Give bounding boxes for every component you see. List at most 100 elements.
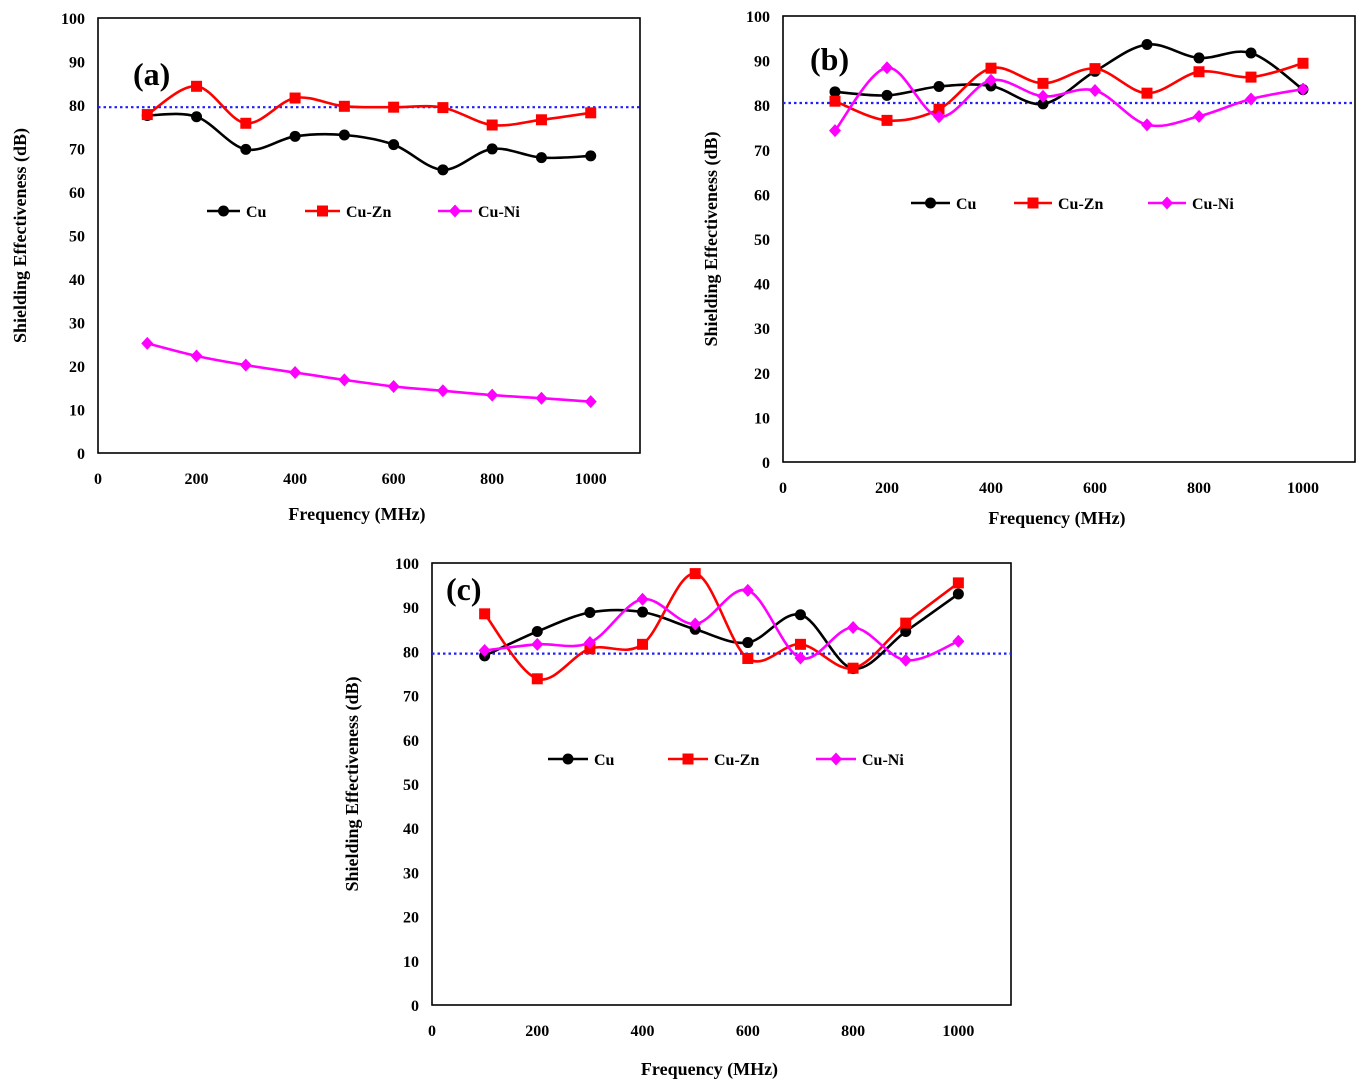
data-point-cu-zn — [794, 638, 806, 650]
x-tick-label: 600 — [736, 1023, 760, 1040]
x-axis-title: Frequency (MHz) — [288, 504, 425, 525]
legend-marker-cu — [218, 205, 229, 217]
x-tick-label: 1000 — [575, 471, 607, 488]
data-point-cu-ni — [847, 621, 860, 635]
data-point-cu-ni — [584, 395, 597, 409]
x-tick-label: 400 — [979, 480, 1003, 497]
y-tick-label: 50 — [69, 229, 85, 246]
y-tick-label: 20 — [69, 359, 85, 376]
data-point-cu — [584, 607, 596, 619]
x-axis-title: Frequency (MHz) — [988, 508, 1125, 529]
data-point-cu-zn — [437, 102, 449, 114]
data-point-cu-zn — [479, 608, 491, 620]
legend-label-cu-zn: Cu-Zn — [346, 204, 391, 221]
data-point-cu — [952, 588, 964, 600]
data-point-cu-ni — [1141, 118, 1153, 132]
legend-marker-cu — [925, 197, 936, 209]
data-point-cu — [794, 609, 806, 621]
data-point-cu-ni — [1193, 109, 1205, 123]
y-tick-label: 30 — [69, 316, 85, 333]
data-point-cu-zn — [1141, 87, 1153, 99]
data-point-cu — [742, 637, 754, 649]
data-point-cu — [933, 80, 945, 92]
legend-marker-cu-ni — [449, 204, 461, 218]
x-tick-label: 0 — [428, 1023, 436, 1040]
data-point-cu-ni — [486, 388, 499, 402]
panel-label: (c) — [446, 571, 482, 607]
y-tick-label: 40 — [403, 821, 419, 838]
data-point-cu — [240, 143, 252, 155]
y-tick-label: 80 — [403, 644, 419, 661]
plot-frame — [782, 15, 1356, 463]
legend-label-cu-ni: Cu-Ni — [862, 752, 904, 769]
data-point-cu-zn — [1193, 66, 1205, 78]
data-point-cu-ni — [829, 124, 841, 138]
data-point-cu-zn — [933, 103, 945, 115]
data-point-cu — [531, 626, 543, 638]
legend-marker-cu-zn — [682, 753, 694, 765]
data-point-cu — [585, 150, 597, 162]
data-point-cu — [1037, 98, 1049, 110]
y-tick-label: 90 — [403, 600, 419, 617]
panel-label: (b) — [810, 41, 849, 77]
series-line-cu — [147, 112, 591, 172]
data-point-cu — [1141, 39, 1153, 51]
x-tick-label: 600 — [382, 471, 406, 488]
data-point-cu-ni — [794, 651, 807, 665]
y-tick-label: 50 — [754, 232, 770, 249]
data-point-cu-zn — [531, 673, 543, 685]
y-tick-label: 100 — [746, 9, 770, 26]
data-point-cu-ni — [689, 617, 702, 631]
data-point-cu-zn — [952, 577, 964, 589]
legend-label-cu: Cu — [594, 752, 615, 769]
x-tick-label: 200 — [185, 471, 209, 488]
y-tick-label: 70 — [403, 689, 419, 706]
y-tick-label: 70 — [754, 143, 770, 160]
x-tick-label: 0 — [779, 480, 787, 497]
x-tick-label: 800 — [841, 1023, 865, 1040]
data-point-cu-zn — [486, 119, 498, 131]
x-tick-label: 600 — [1083, 480, 1107, 497]
series-line-cu-zn — [834, 62, 1304, 122]
data-point-cu-zn — [985, 62, 997, 74]
data-point-cu — [191, 111, 203, 123]
data-point-cu-ni — [881, 61, 893, 75]
series-line-cu-zn — [483, 572, 960, 681]
data-point-cu-ni — [387, 379, 400, 393]
data-point-cu-ni — [190, 349, 203, 363]
data-point-cu-zn — [1089, 63, 1101, 75]
legend-label-cu-zn: Cu-Zn — [1058, 196, 1103, 213]
legend-label-cu: Cu — [246, 204, 267, 221]
legend-marker-cu-ni — [830, 752, 842, 766]
y-axis-title: Shielding Effectiveness (dB) — [342, 676, 363, 891]
data-point-cu-ni — [741, 583, 754, 597]
data-point-cu-zn — [141, 109, 153, 121]
data-point-cu-zn — [637, 638, 649, 650]
data-point-cu-zn — [388, 101, 400, 113]
data-point-cu — [289, 130, 301, 142]
data-point-cu-zn — [289, 92, 301, 104]
x-tick-label: 200 — [525, 1023, 549, 1040]
y-tick-label: 10 — [403, 954, 419, 971]
data-point-cu — [900, 626, 912, 638]
y-tick-label: 90 — [754, 54, 770, 71]
data-point-cu-ni — [531, 637, 544, 651]
y-tick-label: 80 — [69, 98, 85, 115]
y-tick-label: 20 — [754, 366, 770, 383]
x-tick-label: 1000 — [1287, 480, 1319, 497]
data-point-cu-zn — [1245, 71, 1257, 83]
legend-label-cu-ni: Cu-Ni — [478, 204, 520, 221]
y-tick-label: 60 — [69, 185, 85, 202]
data-point-cu — [637, 606, 649, 618]
data-point-cu-ni — [239, 358, 252, 372]
y-tick-label: 60 — [754, 187, 770, 204]
data-point-cu — [486, 143, 498, 155]
plot-frame — [97, 17, 641, 454]
data-point-cu-zn — [742, 652, 754, 664]
data-point-cu-ni — [478, 644, 491, 658]
data-point-cu-zn — [900, 617, 912, 629]
data-point-cu-ni — [1037, 89, 1049, 103]
data-point-cu-ni — [933, 110, 945, 124]
